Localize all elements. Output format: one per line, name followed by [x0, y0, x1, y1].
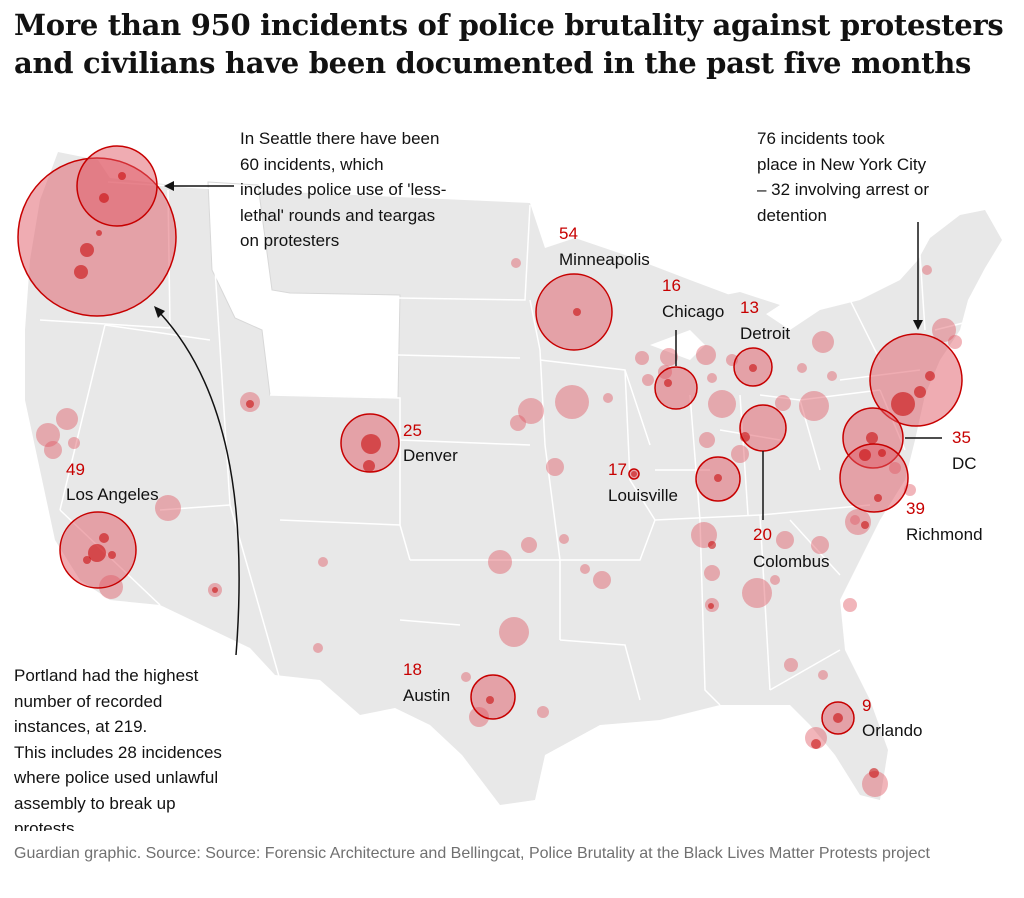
portland-note-bold-line: Portland had the highest [14, 666, 199, 685]
richmond-count: 39 [906, 499, 925, 518]
nyc-note-line: detention [757, 205, 827, 225]
columbus-count: 20 [753, 525, 772, 544]
louisville-label: Louisville [608, 486, 678, 505]
los-angeles-count: 49 [66, 460, 85, 479]
seattle-note-line: In Seattle there have been [240, 129, 440, 148]
michigan-upper [640, 292, 780, 336]
chicago-label: Chicago [662, 302, 725, 321]
great-lakes [650, 330, 705, 360]
detroit-count: 13 [740, 298, 759, 317]
louisville-count: 17 [608, 460, 627, 479]
austin-count: 18 [403, 660, 422, 679]
portland-note-line: This includes 28 incidences [14, 742, 222, 762]
marker-centers [74, 172, 935, 778]
richmond-label: Richmond [906, 525, 983, 544]
minneapolis-label: Minneapolis [559, 250, 650, 269]
portland-arrow [159, 312, 240, 656]
seattle-annotation: In Seattle there have been 60 incidents,… [240, 126, 446, 254]
marker-austin [470, 674, 516, 720]
los-angeles-label: Los Angeles [66, 485, 159, 504]
seattle-note-line: on protesters [240, 231, 340, 250]
nyc-note-line: 76 incidents took [757, 129, 885, 148]
portland-note-line: protests [14, 819, 75, 831]
portland-note-line: where police used unlawful [14, 768, 219, 787]
annotation-arrows [154, 181, 942, 656]
columbus-label: Colombus [753, 552, 830, 571]
nyc-arrowhead [913, 320, 923, 330]
nyc-note-line: place in New York City [757, 154, 927, 174]
portland-note-bold-line: number of recorded [14, 691, 163, 711]
dc-count: 35 [952, 428, 971, 447]
orlando-label: Orlando [862, 721, 923, 740]
austin-label: Austin [403, 686, 451, 705]
seattle-note-line: 60 incidents, which [240, 154, 384, 174]
portland-note-line: assembly to break up [14, 793, 176, 813]
dc-label: DC [952, 454, 977, 473]
source-note: Guardian graphic. Source: Source: Forens… [14, 845, 930, 862]
marker-columbus [739, 404, 787, 452]
seattle-arrowhead [164, 181, 174, 191]
chicago-count: 16 [662, 276, 681, 295]
portland-note-bold-line: instances, at 219. [14, 717, 148, 736]
major-markers [17, 145, 963, 735]
marker-richmond [839, 443, 909, 513]
seattle-note-line: lethal' rounds and teargas [240, 205, 436, 225]
marker-chicago [654, 366, 698, 410]
nyc-annotation: 76 incidents took place in New York City… [757, 126, 929, 228]
detroit-label: Detroit [740, 324, 791, 343]
orlando-count: 9 [862, 696, 872, 715]
portland-arrowhead [154, 306, 165, 318]
denver-label: Denver [403, 446, 458, 465]
marker-seattle [76, 145, 158, 227]
seattle-note-line: includes police use of 'less- [240, 180, 447, 199]
nyc-note-line: – 32 involving arrest or [757, 180, 929, 199]
denver-count: 25 [403, 421, 422, 440]
chart-title: More than 950 incidents of police brutal… [14, 8, 1004, 80]
portland-annotation: Portland had the highest number of recor… [14, 663, 284, 831]
minneapolis-count: 54 [559, 224, 578, 243]
